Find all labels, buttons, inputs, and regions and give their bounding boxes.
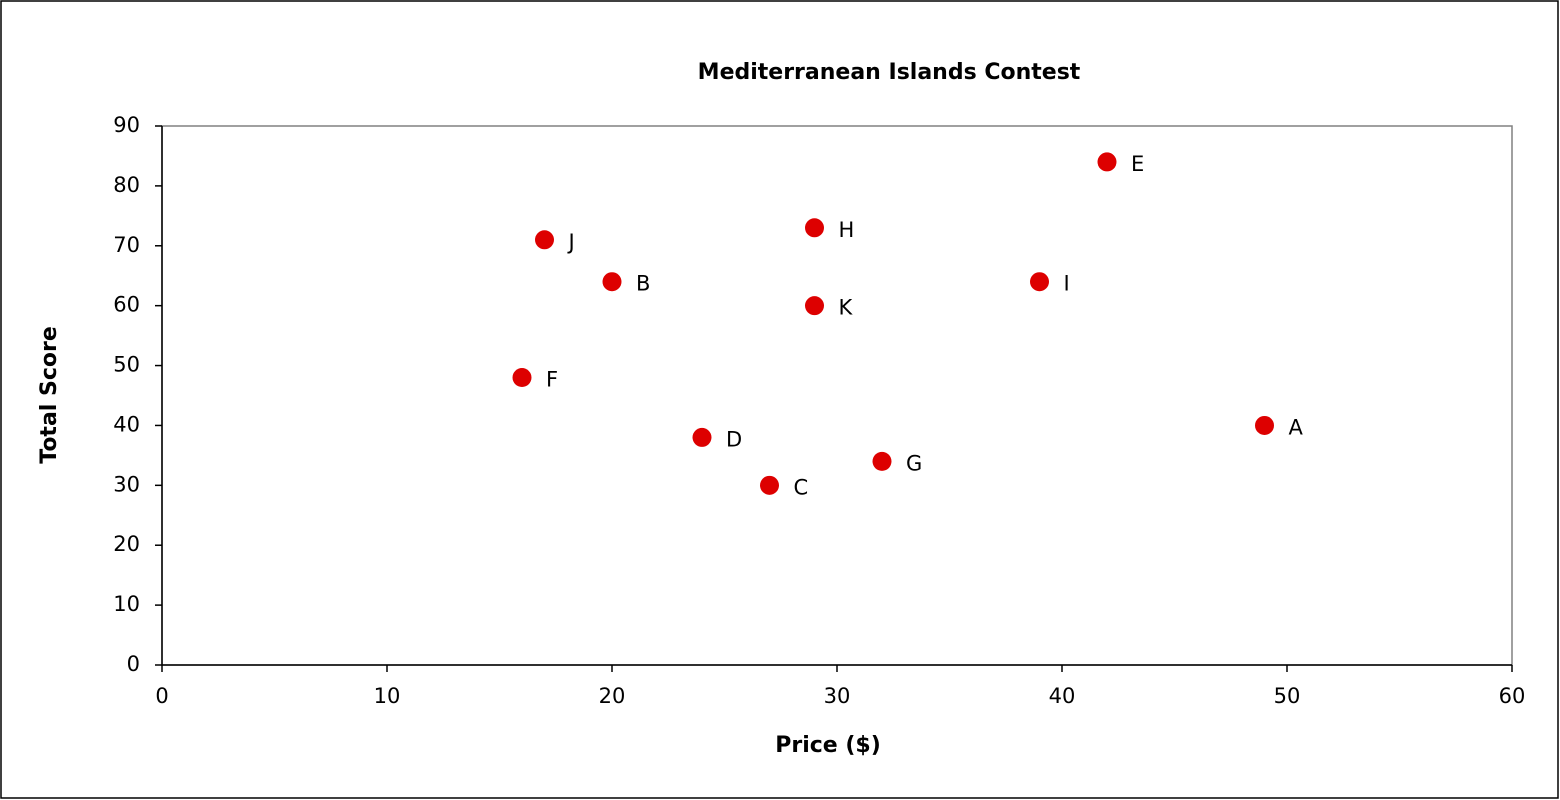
point-label: J — [567, 230, 575, 254]
point — [512, 368, 532, 388]
point-label: I — [1064, 272, 1070, 296]
point — [1030, 272, 1049, 292]
point — [692, 427, 712, 447]
x-tick-label: 50 — [1274, 684, 1301, 708]
x-tick-label: 30 — [824, 684, 851, 708]
point-label: F — [546, 368, 558, 392]
y-tick-label: 80 — [113, 173, 140, 197]
point-label: K — [839, 296, 854, 320]
point-label: E — [1131, 152, 1144, 176]
point — [602, 272, 622, 292]
point — [805, 296, 824, 316]
y-tick-label: 90 — [113, 113, 140, 137]
point — [872, 451, 892, 471]
x-tick-label: 40 — [1049, 684, 1076, 708]
point — [535, 230, 554, 250]
y-tick-label: 10 — [113, 592, 140, 616]
x-tick-label: 20 — [599, 684, 626, 708]
x-axis-label: Price ($) — [775, 733, 881, 758]
chart-title: Mediterranean Islands Contest — [698, 60, 1081, 85]
point-label: A — [1289, 415, 1304, 439]
point-label: H — [839, 218, 855, 242]
y-tick-label: 0 — [127, 652, 140, 676]
point — [805, 218, 824, 238]
y-tick-label: 70 — [113, 233, 140, 257]
point-label: G — [906, 451, 922, 475]
point-label: B — [636, 272, 650, 296]
point — [1097, 152, 1117, 172]
y-tick-label: 40 — [113, 412, 140, 436]
y-tick-label: 50 — [113, 353, 140, 377]
y-tick-label: 60 — [113, 293, 140, 317]
y-axis-label: Total Score — [37, 326, 62, 464]
x-tick-label: 60 — [1499, 684, 1526, 708]
point-label: D — [726, 427, 742, 451]
x-tick-label: 10 — [374, 684, 401, 708]
y-tick-label: 20 — [113, 532, 140, 556]
point — [1255, 415, 1274, 435]
x-tick-label: 0 — [155, 684, 168, 708]
point-label: C — [794, 475, 809, 499]
point — [760, 475, 779, 495]
y-tick-label: 30 — [113, 472, 140, 496]
